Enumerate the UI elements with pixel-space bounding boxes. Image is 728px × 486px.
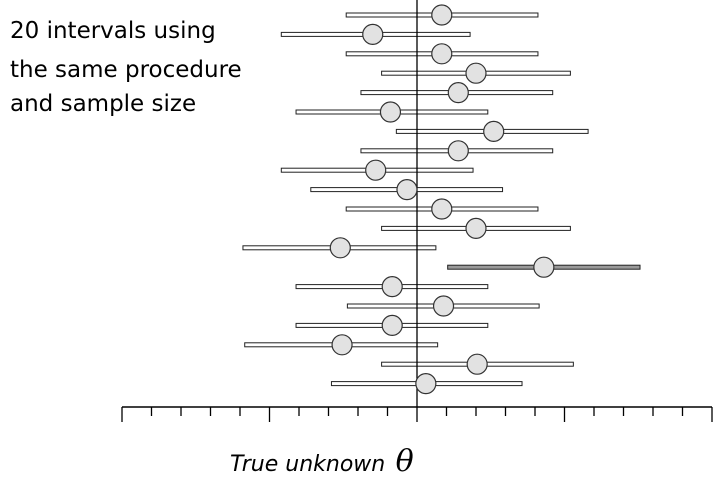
centers-layer [329,4,555,395]
interval-center-point [431,198,453,220]
interval-center-point [362,23,384,46]
interval-center-point [431,43,453,65]
interval-center-point [415,373,437,395]
interval-center-point [466,353,488,375]
annotation-line-3: and sample size [10,91,196,117]
interval-center-point [329,237,351,259]
interval-center-point [381,276,403,298]
interval-center-point [465,217,487,239]
interval-center-point [431,4,453,26]
annotation-line-2: the same procedure [10,57,242,83]
interval-center-point [483,120,505,142]
interval-center-point [381,314,403,336]
interval-center-point [447,81,469,104]
interval-center-point [465,62,487,84]
interval-center-point [447,140,469,162]
x-axis-label: True unknown [230,452,385,477]
theta-symbol: θ [396,444,414,479]
interval-center-point [533,256,555,278]
interval-center-point [331,334,353,356]
interval-center-point [379,101,402,123]
x-axis-ticks [121,407,713,422]
interval-center-point [396,179,418,201]
interval-center-point [432,295,455,317]
interval-center-point [365,159,387,181]
x-axis-title: True unknown θ [230,444,414,479]
annotation-line-1: 20 intervals using [10,18,216,44]
